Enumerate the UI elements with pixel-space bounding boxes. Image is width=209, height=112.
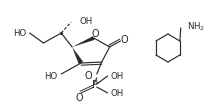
Text: OH: OH xyxy=(79,16,92,26)
Text: O: O xyxy=(75,93,83,103)
Polygon shape xyxy=(72,36,95,47)
Text: OH: OH xyxy=(111,88,124,98)
Text: HO: HO xyxy=(13,28,27,38)
Text: OH: OH xyxy=(111,71,124,81)
Text: NH$_2$: NH$_2$ xyxy=(187,21,205,33)
Text: O: O xyxy=(91,29,99,39)
Text: HO: HO xyxy=(44,71,57,81)
Polygon shape xyxy=(72,47,83,64)
Text: O: O xyxy=(121,35,128,45)
Text: P: P xyxy=(92,80,98,90)
Text: O: O xyxy=(84,71,92,81)
